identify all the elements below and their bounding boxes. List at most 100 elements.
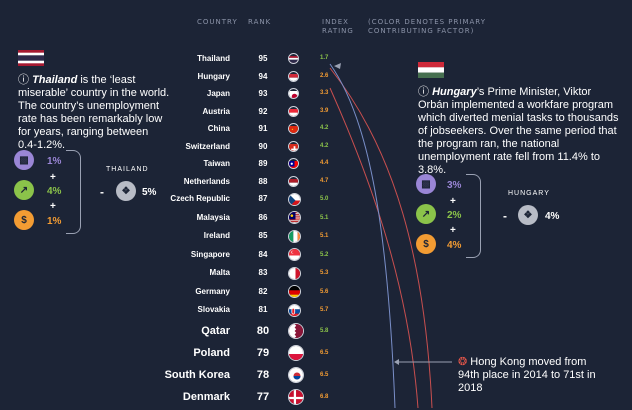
korea-flag-icon: [288, 366, 304, 383]
table-row: South Korea 78 6.5: [150, 366, 340, 388]
country-name: Slovakia: [197, 305, 230, 314]
index-rating: 6.8: [320, 393, 329, 400]
ireland-flag-icon: [288, 229, 301, 243]
info-icon: ⓘ: [18, 74, 33, 86]
country-name: China: [207, 124, 230, 133]
japan-flag-icon: [288, 88, 299, 100]
arrow-icon: [334, 63, 341, 69]
country-name: Malaysia: [196, 212, 230, 222]
plus-sign: +: [50, 172, 56, 183]
index-rating: 5.1: [320, 214, 329, 221]
taiwan-flag-icon: [288, 158, 299, 170]
bar-chart-icon: ▩: [14, 150, 34, 170]
country-name: Thailand: [197, 54, 230, 63]
country-name: Poland: [193, 346, 230, 359]
denmark-flag-icon: [288, 388, 304, 405]
connector-line-hongkong: [329, 63, 396, 408]
rank-value: 81: [258, 305, 268, 314]
index-rating: 2.6: [320, 72, 329, 79]
thailand-factor1: 1%: [47, 156, 62, 167]
rank-value: 79: [256, 346, 270, 359]
plus-sign: +: [450, 225, 456, 236]
hungary-callout-bold: Hungary: [432, 86, 477, 98]
germany-flag-icon: [288, 285, 301, 299]
hungary-factor2: 2%: [447, 210, 462, 221]
index-rating: 1.7: [320, 55, 329, 61]
country-name: Denmark: [182, 390, 230, 403]
country-name: Austria: [202, 106, 230, 116]
growth-icon: ↗: [14, 180, 34, 200]
poland-flag-icon: [288, 344, 304, 361]
growth-icon: ↗: [416, 204, 436, 224]
table-row: Netherlands 88 4.7: [150, 175, 340, 193]
table-row: China 91 4.2: [150, 122, 340, 140]
rank-value: 78: [256, 368, 270, 381]
index-rating: 4.7: [320, 177, 329, 184]
switzerland-flag-icon: [288, 140, 299, 152]
index-rating: 6.5: [320, 349, 329, 356]
table-row: Switzerland 90 4.2: [150, 140, 340, 158]
index-rating: 4.2: [320, 125, 329, 131]
index-rating: 5.2: [320, 251, 329, 258]
index-rating: 4.4: [320, 160, 329, 166]
rank-value: 85: [258, 231, 268, 240]
malta-flag-icon: [288, 266, 301, 280]
index-rating: 6.5: [320, 371, 329, 378]
country-name: Malta: [209, 268, 230, 277]
table-row: Thailand 95 1.7: [150, 52, 340, 70]
index-rating: 5.1: [320, 233, 329, 239]
table-row: Denmark 77 6.8: [150, 388, 340, 410]
austria-flag-icon: [288, 105, 299, 117]
country-name: Hungary: [197, 71, 230, 81]
header-rank: RANK: [248, 18, 272, 26]
rank-value: 90: [258, 141, 268, 151]
country-name: Ireland: [203, 231, 230, 240]
table-row: Hungary 94 2.6: [150, 70, 340, 88]
hungary-total: 4%: [545, 211, 560, 222]
connector-line-secondary: [329, 87, 419, 408]
singapore-flag-icon: [288, 248, 301, 262]
thailand-bracket: [66, 150, 81, 234]
hungary-flag: [418, 62, 444, 78]
connector-line-hungary: [329, 67, 433, 408]
thailand-callout: ⓘ Thailand is the ‘least miserable’ coun…: [18, 74, 170, 152]
thailand-flag-icon: [288, 53, 299, 65]
minus-sign: -: [100, 185, 104, 199]
country-name: Germany: [195, 286, 230, 296]
index-icon: ❖: [116, 181, 136, 201]
thailand-callout-bold: Thailand: [32, 74, 78, 86]
money-icon: $: [416, 234, 436, 254]
table-row: Slovakia 81 5.7: [150, 303, 340, 322]
rank-value: 83: [258, 268, 268, 277]
index-rating: 5.0: [320, 196, 329, 202]
hungary-label: HUNGARY: [508, 190, 550, 197]
info-icon: ⓘ: [418, 86, 433, 98]
table-row: Poland 79 6.5: [150, 344, 340, 366]
rank-value: 86: [258, 212, 268, 222]
hungary-callout: ⓘ Hungary’s Prime Minister, Viktor Orbán…: [418, 86, 624, 177]
rank-value: 88: [258, 176, 268, 186]
rank-value: 93: [258, 89, 268, 98]
rank-value: 80: [256, 324, 270, 337]
rank-value: 87: [258, 194, 268, 203]
rank-value: 94: [258, 71, 268, 81]
index-rating: 5.3: [320, 270, 329, 276]
thailand-label: THAILAND: [106, 166, 149, 173]
hungary-callout-text: ’s Prime Minister, Viktor Orbán implemen…: [418, 86, 619, 176]
hongkong-icon: ❂: [458, 356, 471, 368]
table-row: Malaysia 86 5.1: [150, 211, 340, 230]
index-rating: 5.8: [320, 327, 329, 334]
rank-value: 91: [258, 124, 268, 133]
hungary-factor3: 4%: [447, 240, 462, 251]
index-rating: 5.6: [320, 288, 329, 295]
hungary-flag-icon: [288, 70, 299, 82]
thailand-flag: [18, 50, 44, 66]
index-rating: 3.9: [320, 107, 329, 114]
country-name: Switzerland: [185, 141, 230, 151]
index-rating: 5.7: [320, 307, 329, 313]
rank-value: 89: [258, 159, 268, 168]
table-row: Qatar 80 5.8: [150, 322, 340, 344]
table-row: Malta 83 5.3: [150, 266, 340, 285]
plus-sign: +: [50, 201, 56, 212]
